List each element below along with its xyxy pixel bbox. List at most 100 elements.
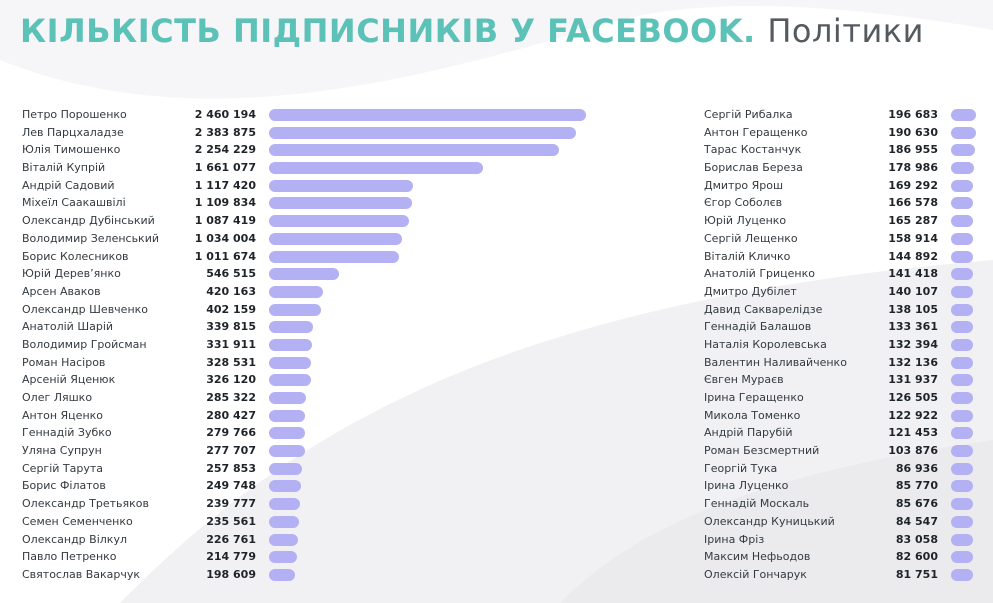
bar — [269, 374, 312, 387]
chart-row: Анатолій Гриценко 141 418 — [704, 265, 990, 283]
bar — [951, 427, 973, 440]
data-label: 198 609 — [206, 567, 256, 581]
bar — [951, 445, 973, 458]
bar — [269, 162, 484, 175]
category-label: Ірина Фріз — [704, 532, 765, 546]
bar — [269, 480, 302, 493]
chart-row: Тарас Костанчук 186 955 — [704, 141, 990, 159]
category-label: Анатолій Шарій — [22, 320, 114, 334]
data-label: 144 892 — [888, 249, 938, 263]
category-label: Антон Яценко — [22, 408, 104, 422]
data-label: 235 561 — [206, 514, 256, 528]
data-label: 239 777 — [206, 497, 256, 511]
data-label: 280 427 — [206, 408, 256, 422]
chart-row: Роман Насіров 328 531 — [22, 354, 622, 372]
bar — [269, 250, 400, 263]
bar — [269, 445, 305, 458]
category-label: Антон Геращенко — [704, 125, 808, 139]
data-label: 257 853 — [206, 461, 256, 475]
category-label: Андрій Садовий — [22, 178, 115, 192]
data-label: 326 120 — [206, 373, 256, 387]
data-label: 122 922 — [888, 408, 938, 422]
chart-row: Семен Семенченко 235 561 — [22, 513, 622, 531]
category-label: Роман Насіров — [22, 355, 106, 369]
category-label: Семен Семенченко — [22, 514, 133, 528]
bar — [951, 268, 973, 281]
bar — [951, 250, 973, 263]
chart-row: Юлія Тимошенко 2 254 229 — [22, 141, 622, 159]
category-label: Геннадій Зубко — [22, 426, 112, 440]
category-label: Єгор Соболєв — [704, 196, 783, 210]
data-label: 1 117 420 — [194, 178, 256, 192]
chart-row: Ірина Фріз 83 058 — [704, 531, 990, 549]
bar — [269, 126, 577, 139]
data-label: 226 761 — [206, 532, 256, 546]
data-label: 420 163 — [206, 284, 256, 298]
data-label: 138 105 — [888, 302, 938, 316]
data-label: 1 034 004 — [194, 231, 256, 245]
chart-row: Олександр Вілкул 226 761 — [22, 531, 622, 549]
data-label: 85 676 — [895, 497, 938, 511]
bar — [951, 551, 973, 564]
bar — [951, 109, 977, 121]
chart-row: Олександр Дубінський 1 087 419 — [22, 212, 622, 230]
data-label: 1 109 834 — [194, 196, 256, 210]
bar — [951, 303, 973, 316]
data-label: 169 292 — [888, 178, 938, 192]
data-label: 133 361 — [888, 320, 938, 334]
chart-row: Дмитро Ярош 169 292 — [704, 177, 990, 195]
category-label: Святослав Вакарчук — [22, 567, 141, 581]
bar — [951, 409, 973, 422]
category-label: Олег Ляшко — [22, 391, 93, 404]
category-label: Юрій Дерев’янко — [22, 267, 121, 281]
chart-row: Ірина Геращенко 126 505 — [704, 389, 990, 407]
data-label: 277 707 — [206, 444, 256, 458]
data-label: 121 453 — [888, 426, 938, 440]
bar — [951, 144, 976, 157]
category-label: Борис Філатов — [22, 479, 106, 493]
data-label: 279 766 — [206, 426, 256, 440]
bar — [951, 515, 973, 528]
category-label: Георгій Тука — [704, 461, 778, 475]
bar — [951, 533, 973, 546]
data-label: 2 383 875 — [194, 125, 256, 139]
category-label: Олександр Третьяков — [22, 497, 149, 511]
bar — [269, 427, 306, 440]
chart-row: Борис Філатов 249 748 — [22, 477, 622, 495]
bar — [951, 126, 976, 139]
bar — [951, 197, 973, 210]
chart-row: Юрій Дерев’янко 546 515 — [22, 265, 622, 283]
category-label: Тарас Костанчук — [704, 143, 802, 157]
category-label: Юлія Тимошенко — [22, 143, 121, 157]
category-label: Олександр Куницький — [704, 514, 835, 528]
data-label: 190 630 — [888, 125, 938, 139]
category-label: Анатолій Гриценко — [704, 267, 815, 281]
category-label: Геннадій Москаль — [704, 497, 810, 511]
data-label: 1 087 419 — [194, 214, 256, 228]
chart-row: Антон Яценко 280 427 — [22, 407, 622, 425]
bar — [269, 197, 412, 210]
chart-row: Георгій Тука 86 936 — [704, 460, 990, 478]
chart-row: Віталій Купрій 1 661 077 — [22, 159, 622, 177]
chart-title: КІЛЬКІСТЬ ПІДПИСНИКІВ У FACEBOOK. Політи… — [20, 10, 924, 52]
category-label: Міхеїл Саакашвілі — [22, 196, 126, 210]
data-label: 140 107 — [888, 284, 938, 298]
bar — [951, 462, 973, 475]
chart-column-right: Сергій Рибалка 196 683 Антон Геращенко 190 … — [704, 106, 990, 584]
category-label: Ірина Геращенко — [704, 391, 804, 404]
data-label: 132 136 — [888, 355, 938, 369]
chart-row: Микола Томенко 122 922 — [704, 407, 990, 425]
chart-row: Павло Петренко 214 779 — [22, 548, 622, 566]
data-label: 166 578 — [888, 196, 938, 210]
data-label: 132 394 — [888, 337, 938, 351]
data-label: 86 936 — [895, 461, 938, 475]
data-label: 158 914 — [888, 231, 938, 245]
data-label: 126 505 — [888, 391, 938, 404]
category-label: Ірина Луценко — [704, 479, 789, 493]
data-label: 249 748 — [206, 479, 256, 493]
chart-title-main: КІЛЬКІСТЬ ПІДПИСНИКІВ У FACEBOOK. — [20, 12, 756, 50]
chart-row: Юрій Луценко 165 287 — [704, 212, 990, 230]
bar — [269, 268, 340, 281]
chart-row: Анатолій Шарій 339 815 — [22, 318, 622, 336]
chart-row: Олексій Гончарук 81 751 — [704, 566, 990, 584]
